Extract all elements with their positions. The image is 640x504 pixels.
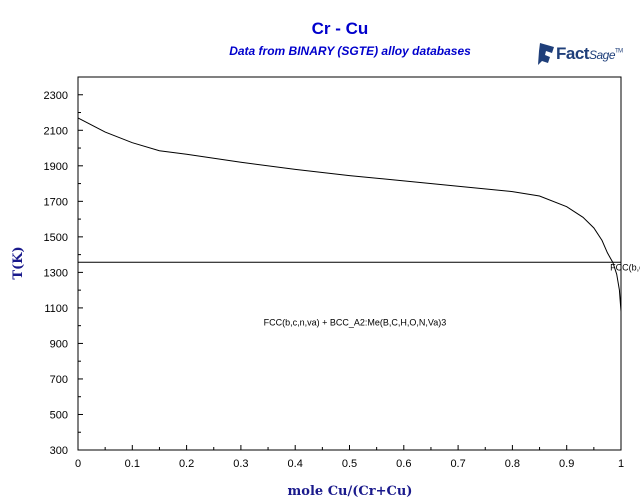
y-tick-label: 900: [50, 338, 68, 350]
y-tick-label: 700: [50, 374, 68, 386]
logo-suffix: Sage: [588, 48, 616, 62]
y-tick-label: 1700: [44, 196, 68, 208]
series-group: [77, 117, 622, 312]
x-tick-label: 0.4: [288, 458, 303, 470]
factsage-logo-icon: [538, 43, 554, 65]
factsage-logo: FactSageTM: [536, 38, 632, 72]
chart-subtitle: Data from BINARY (SGTE) alloy databases: [229, 44, 471, 58]
chart-title: Cr - Cu: [311, 19, 369, 38]
plot-frame: [77, 76, 622, 451]
x-tick-label: 1: [618, 458, 624, 470]
x-tick-label: 0.9: [559, 458, 574, 470]
y-tick-label: 300: [50, 445, 68, 457]
phase-label: FCC(b,c,n,v: [610, 263, 640, 273]
x-tick-label: 0.7: [450, 458, 465, 470]
liquidus-line: [77, 117, 622, 312]
annotations: FCC(b,c,n,va) + BCC_A2:Me(B,C,H,O,N,Va)3…: [264, 263, 640, 328]
y-tick-label: 500: [50, 409, 68, 421]
y-tick-label: 2300: [44, 90, 68, 102]
x-tick-label: 0.1: [125, 458, 140, 470]
x-axis: 0 0.1 0.2 0.3 0.4 0.5 0.6 0.7 0.8 0.9 1: [75, 445, 624, 470]
logo-mark: TM: [615, 48, 623, 55]
x-tick-label: 0.8: [505, 458, 520, 470]
x-tick-label: 0.6: [396, 458, 411, 470]
x-tick-label: 0: [75, 458, 81, 470]
y-tick-label: 1100: [44, 303, 68, 315]
y-tick-label: 1300: [44, 267, 68, 279]
y-tick-label: 2100: [44, 125, 68, 137]
phase-label: FCC(b,c,n,va) + BCC_A2:Me(B,C,H,O,N,Va)3: [264, 318, 447, 328]
y-tick-label: 1500: [44, 232, 68, 244]
x-tick-label: 0.2: [179, 458, 194, 470]
y-axis: 300 500 700 900 1100 1300 1500 1700 1900 2100 2300: [44, 90, 83, 457]
y-axis-label: T(K): [11, 246, 26, 279]
x-axis-label: mole Cu/(Cr+Cu): [288, 484, 413, 499]
y-tick-label: 1900: [44, 161, 68, 173]
x-tick-label: 0.3: [233, 458, 248, 470]
logo-word: Fact: [556, 44, 589, 63]
factsage-logo-text: FactSageTM: [556, 44, 623, 64]
x-tick-label: 0.5: [342, 458, 357, 470]
